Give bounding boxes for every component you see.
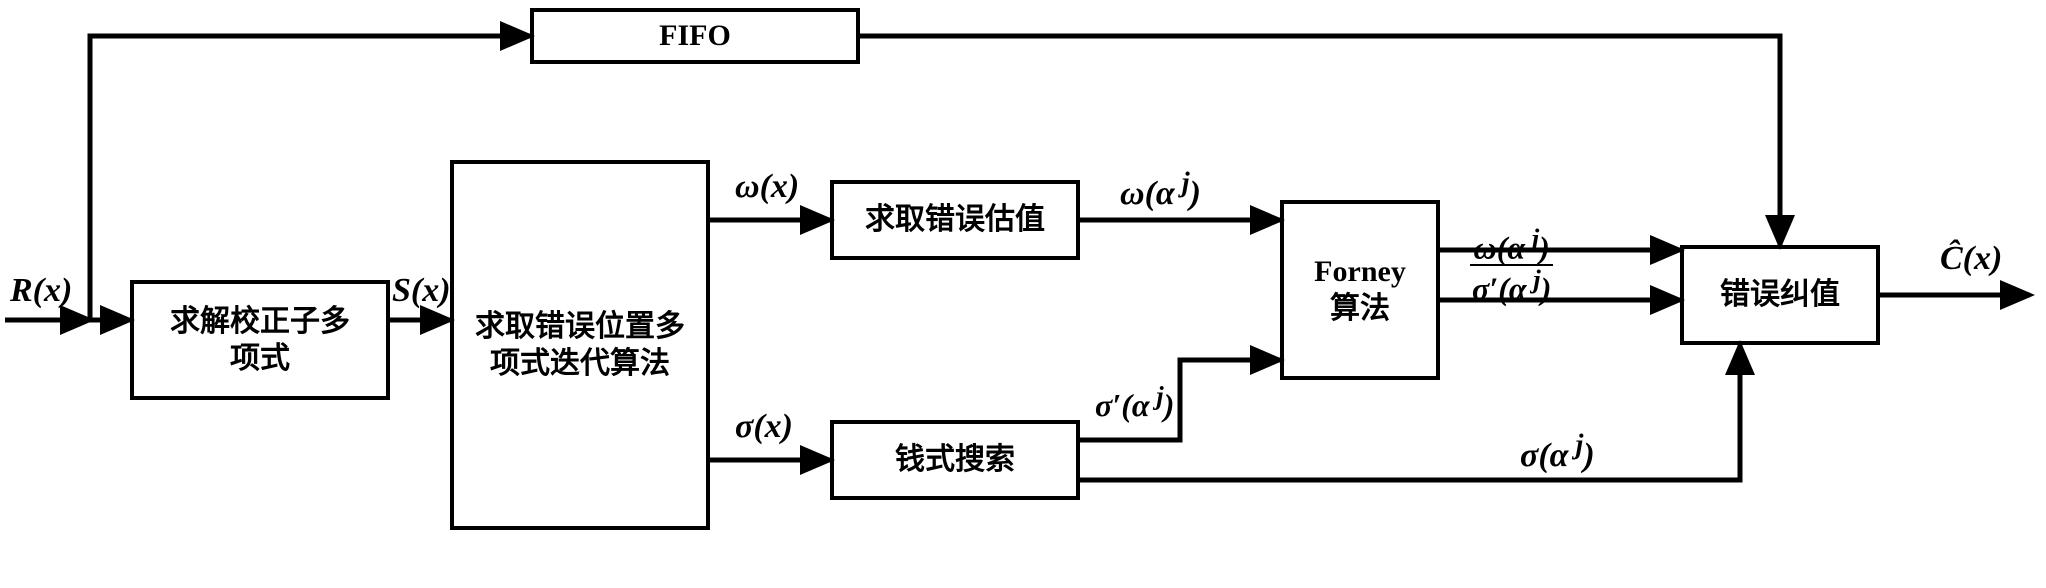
diagram-canvas: FIFO 求解校正子多项式 求取错误位置多项式迭代算法 求取错误估值 钱式搜索 … [0, 0, 2046, 588]
node-errval-label: 求取错误估值 [865, 201, 1045, 239]
node-forney-label: Forney算法 [1314, 253, 1406, 328]
label-Sx: S(x) [392, 272, 451, 310]
node-keypoly: 求取错误位置多项式迭代算法 [450, 160, 710, 530]
node-correct: 错误纠值 [1680, 245, 1880, 345]
label-Cx: Ĉ(x) [1940, 240, 2002, 278]
label-omega-x: ω(x) [735, 168, 799, 206]
label-sigma-x: σ(x) [735, 408, 793, 446]
label-omega-aj: ω(α j) [1120, 168, 1201, 213]
node-forney: Forney算法 [1280, 200, 1440, 380]
label-frac: ω(α j) σ′(α j) [1470, 225, 1553, 304]
label-Rx: R(x) [10, 272, 72, 310]
node-chien-label: 钱式搜索 [895, 441, 1015, 479]
label-sigmap-aj: σ′(α j) [1095, 380, 1174, 424]
node-fifo-label: FIFO [659, 17, 731, 55]
node-chien: 钱式搜索 [830, 420, 1080, 500]
node-errval: 求取错误估值 [830, 180, 1080, 260]
node-fifo: FIFO [530, 8, 860, 64]
label-sigma-aj: σ(α j) [1520, 430, 1595, 475]
label-frac-num: ω(α j) [1470, 225, 1553, 266]
node-syndrome: 求解校正子多项式 [130, 280, 390, 400]
node-correct-label: 错误纠值 [1720, 276, 1840, 314]
node-syndrome-label: 求解校正子多项式 [170, 303, 350, 378]
node-keypoly-label: 求取错误位置多项式迭代算法 [475, 308, 685, 383]
label-frac-den: σ′(α j) [1470, 266, 1553, 305]
